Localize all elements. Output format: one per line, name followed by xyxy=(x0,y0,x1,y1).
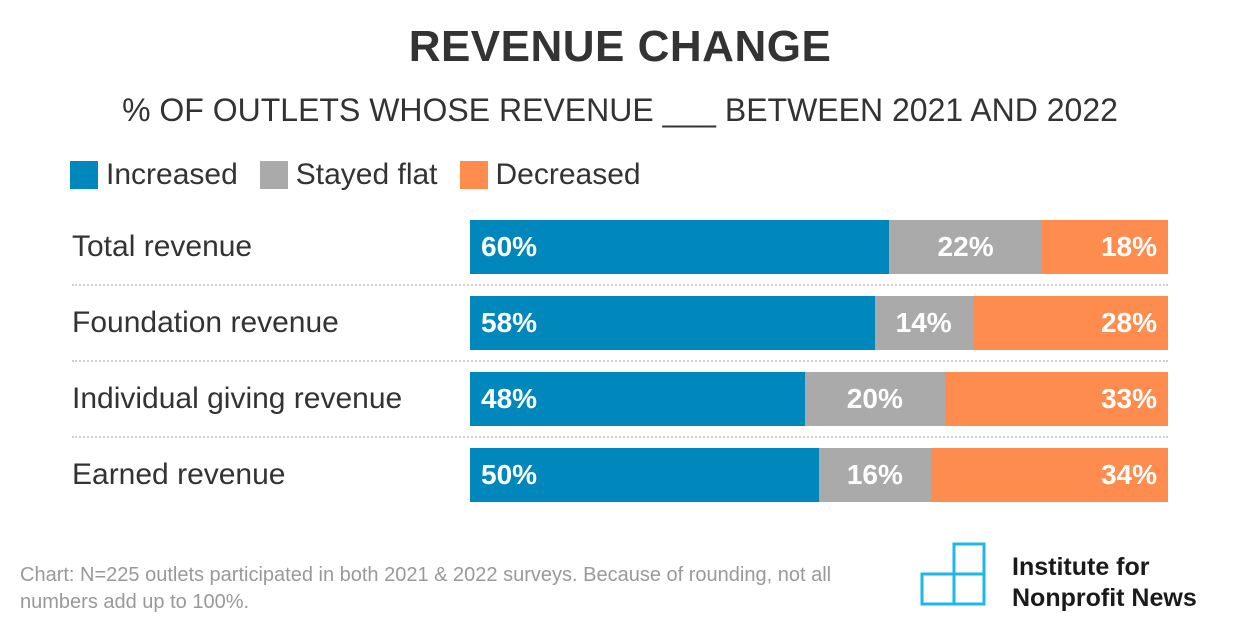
legend-item-decreased: Decreased xyxy=(459,158,641,192)
data-label-stayed-flat: 16% xyxy=(846,459,903,490)
bar-segment-stayed-flat xyxy=(805,372,945,426)
bar-segment-increased xyxy=(470,220,889,274)
bar-segment-stayed-flat xyxy=(819,448,931,502)
bar-segment-decreased xyxy=(1042,220,1168,274)
legend-item-increased: Increased xyxy=(70,158,238,192)
legend-label-increased: Increased xyxy=(106,158,238,191)
row-label: Foundation revenue xyxy=(72,306,339,339)
logo-line-1: Institute for xyxy=(1012,553,1150,581)
bar-segment-increased xyxy=(470,448,819,502)
data-label-increased: 48% xyxy=(481,383,538,414)
data-label-increased: 58% xyxy=(481,307,538,338)
data-label-decreased: 18% xyxy=(1100,231,1157,262)
data-label-stayed-flat: 14% xyxy=(895,307,952,338)
row-divider xyxy=(72,360,1168,362)
data-label-increased: 50% xyxy=(481,459,538,490)
stacked-squares-icon xyxy=(920,542,986,606)
bar-segment-increased xyxy=(470,296,875,350)
legend-swatch-decreased xyxy=(459,161,488,189)
row-label: Total revenue xyxy=(72,230,253,263)
chart-subtitle: % OF OUTLETS WHOSE REVENUE ___ BETWEEN 2… xyxy=(122,92,1118,128)
data-label-decreased: 34% xyxy=(1100,459,1157,490)
data-label-increased: 60% xyxy=(481,231,538,262)
row-divider xyxy=(72,436,1168,438)
logo-line-2: Nonprofit News xyxy=(1012,584,1197,612)
bar-segment-decreased xyxy=(930,448,1168,502)
bar-segment-decreased xyxy=(944,372,1168,426)
legend: Increased Stayed flat Decreased xyxy=(70,158,663,192)
data-label-decreased: 33% xyxy=(1100,383,1157,414)
bar-segment-decreased xyxy=(972,296,1168,350)
legend-swatch-increased xyxy=(70,161,98,189)
bar-segment-stayed-flat xyxy=(874,296,973,350)
logo-text: Institute for Nonprofit News xyxy=(1012,552,1197,614)
chart-title: REVENUE CHANGE xyxy=(408,22,832,71)
data-label-stayed-flat: 22% xyxy=(937,231,994,262)
legend-label-stayed-flat: Stayed flat xyxy=(295,158,438,191)
legend-label-decreased: Decreased xyxy=(495,158,641,191)
data-label-decreased: 28% xyxy=(1100,307,1157,338)
data-label-stayed-flat: 20% xyxy=(846,383,903,414)
row-label: Earned revenue xyxy=(72,458,286,491)
legend-item-stayed-flat: Stayed flat xyxy=(259,158,438,192)
bar-segment-increased xyxy=(470,372,806,426)
footnote: Chart: N=225 outlets participated in bot… xyxy=(20,564,832,613)
row-divider xyxy=(72,284,1168,286)
row-label: Individual giving revenue xyxy=(72,382,403,415)
legend-swatch-stayed-flat xyxy=(259,161,288,189)
bar-segment-stayed-flat xyxy=(888,220,1043,274)
